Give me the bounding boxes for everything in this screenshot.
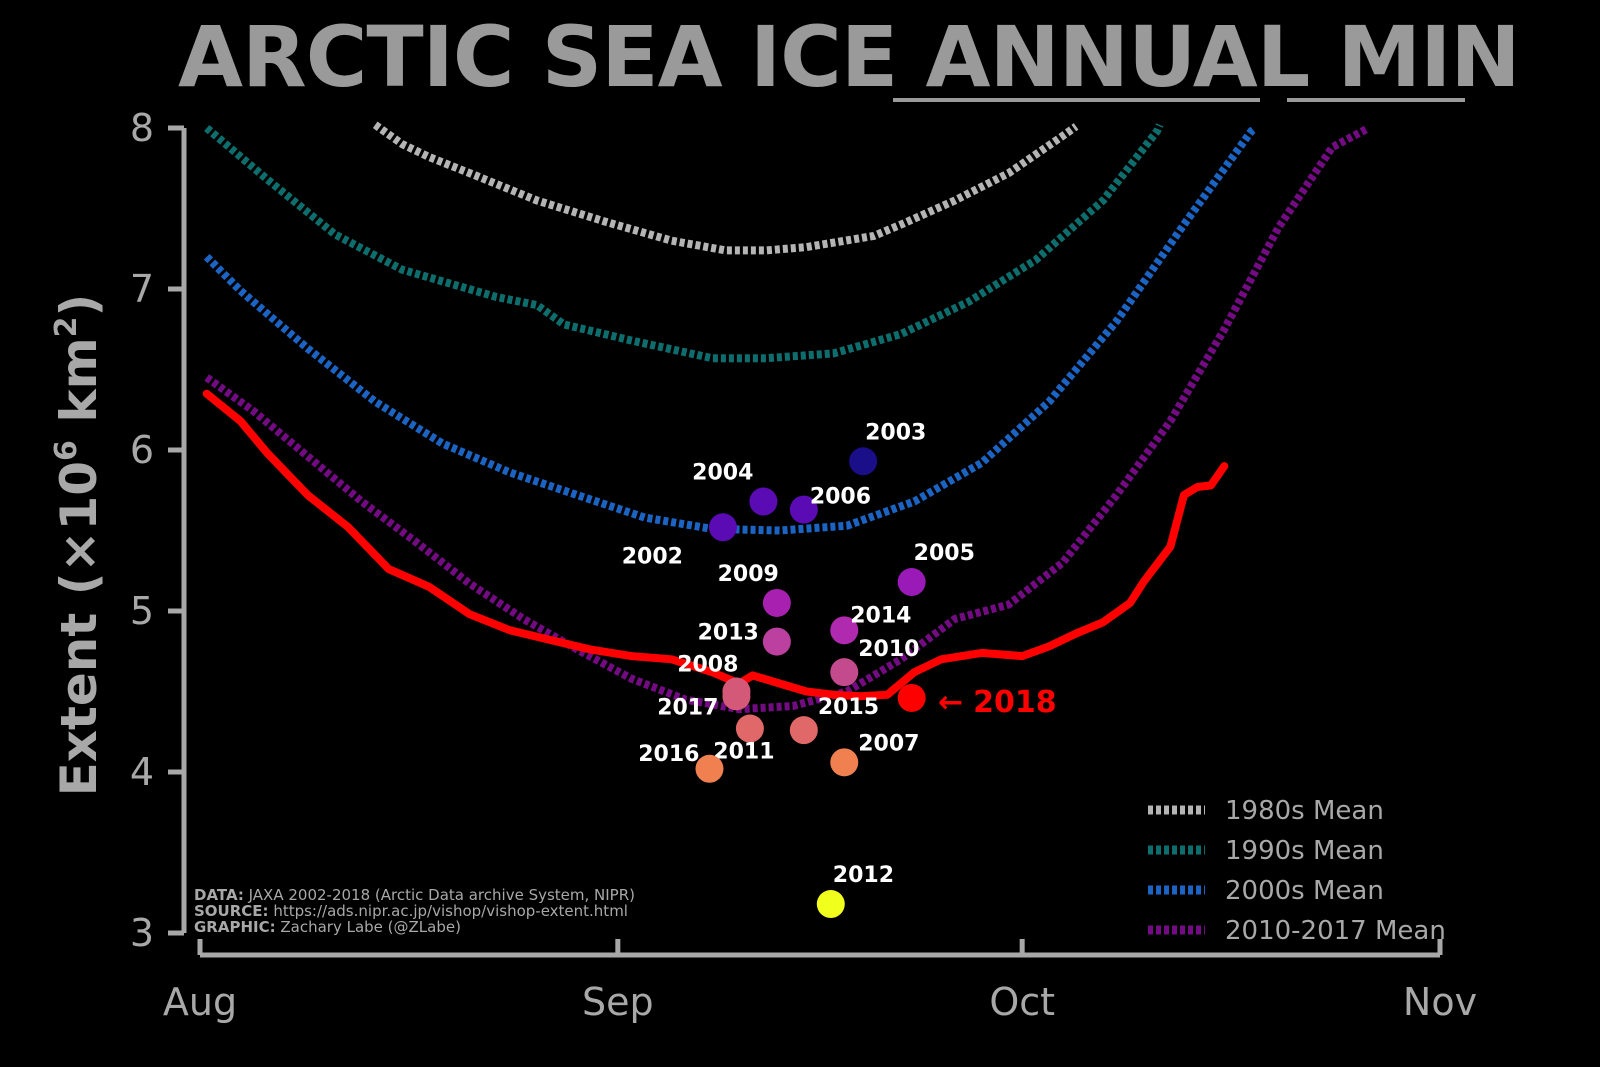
series-line-2010-2017-mean [204, 124, 1371, 714]
callout-arrow: ← [938, 685, 963, 720]
credit-data-text: JAXA 2002-2018 (Arctic Data archive Syst… [248, 886, 635, 904]
min-label-2007: 2007 [858, 731, 919, 756]
min-point-2015 [789, 716, 818, 745]
credit-graphic-label: GRAPHIC: [194, 918, 276, 936]
y-tick-label: 5 [130, 589, 154, 633]
credit-source-text: https://ads.nipr.ac.jp/vishop/vishop-ext… [273, 902, 628, 920]
x-tick-label: Oct [989, 980, 1055, 1024]
ylabel-ten: 10 [50, 461, 108, 531]
min-label-2004: 2004 [692, 461, 753, 486]
legend-label: 2010-2017 Mean [1225, 916, 1446, 946]
min-label-2010: 2010 [858, 637, 919, 662]
credit-source: SOURCE: https://ads.nipr.ac.jp/vishop/vi… [194, 902, 628, 920]
series-line-2018 [202, 389, 1229, 701]
y-tick-label: 3 [130, 911, 154, 955]
min-label-2008: 2008 [677, 653, 738, 678]
min-point-2010 [830, 658, 859, 687]
min-label-2016: 2016 [638, 742, 699, 767]
chart-title: ARCTIC SEA ICE ANNUAL MIN [178, 8, 1520, 106]
series-layer [202, 121, 1371, 714]
min-point-2013 [762, 627, 791, 656]
min-label-2002: 2002 [622, 544, 683, 569]
ylabel-times: × [50, 531, 108, 573]
min-label-2012: 2012 [833, 863, 894, 888]
ylabel-close: ) [50, 294, 108, 317]
y-tick-label: 4 [130, 750, 154, 794]
legend-label: 1990s Mean [1225, 836, 1384, 866]
min-label-2014: 2014 [850, 603, 911, 628]
y-tick-label: 6 [130, 428, 154, 472]
credit-graphic-text: Zachary Labe (@ZLabe) [280, 918, 461, 936]
min-label-2013: 2013 [698, 621, 759, 646]
callout-2018: ← 2018 [938, 685, 1057, 720]
min-point-2003 [849, 447, 878, 476]
y-tick-label: 7 [130, 267, 154, 311]
min-point-2018 [897, 683, 926, 712]
min-label-2009: 2009 [718, 562, 779, 587]
min-point-2002 [708, 513, 737, 542]
min-label-2017: 2017 [657, 695, 718, 720]
min-label-2015: 2015 [818, 695, 879, 720]
ylabel-exp6: 6 [49, 440, 84, 461]
min-point-2005 [897, 568, 926, 597]
min-label-2003: 2003 [865, 420, 926, 445]
credit-graphic: GRAPHIC: Zachary Labe (@ZLabe) [194, 918, 461, 936]
minima-layer: 2002 2003 2004 2005 2006 2007 2008 2009 2010 2011… [622, 420, 975, 919]
min-point-2012 [816, 890, 845, 919]
x-tick-label: Nov [1403, 980, 1477, 1024]
min-point-2014 [830, 616, 859, 645]
credits: DATA: JAXA 2002-2018 (Arctic Data archiv… [194, 886, 635, 936]
axes: 3 4 5 6 7 8 Aug Sep Oct Nov [130, 106, 1477, 1024]
min-label-2011: 2011 [713, 740, 774, 765]
legend: 1980s Mean 1990s Mean 2000s Mean 2010-2017 … [1148, 796, 1446, 946]
series-line-1980s-mean [372, 121, 1079, 255]
title-part-2: ANNUAL [925, 8, 1309, 106]
min-point-2011 [735, 714, 764, 743]
title-part-3: MIN [1337, 8, 1519, 106]
y-tick-label: 8 [130, 106, 154, 150]
callout-label: 2018 [973, 685, 1057, 720]
credit-data-label: DATA: [194, 886, 244, 904]
min-point-2016 [695, 754, 724, 783]
ylabel-main: Extent ( [50, 572, 108, 796]
min-label-2006: 2006 [810, 485, 871, 510]
series-line-1990s-mean [204, 123, 1164, 363]
legend-label: 1980s Mean [1225, 796, 1384, 826]
min-point-2004 [749, 487, 778, 516]
x-tick-label: Sep [582, 980, 654, 1024]
min-point-2006 [789, 495, 818, 524]
series-line-2000s-mean [203, 124, 1258, 535]
ylabel-unit: km [50, 337, 108, 440]
y-axis-label: Extent (×106 km2) [49, 294, 108, 797]
title-space [1309, 8, 1337, 106]
credit-data: DATA: JAXA 2002-2018 (Arctic Data archiv… [194, 886, 635, 904]
min-label-2005: 2005 [914, 541, 975, 566]
legend-label: 2000s Mean [1225, 876, 1384, 906]
min-point-2007 [830, 748, 859, 777]
title-part-1: ARCTIC SEA ICE [178, 8, 925, 106]
ylabel-exp2: 2 [49, 316, 84, 337]
credit-source-label: SOURCE: [194, 902, 269, 920]
min-point-2017 [722, 682, 751, 711]
min-point-2009 [762, 588, 791, 617]
x-tick-label: Aug [163, 980, 237, 1024]
